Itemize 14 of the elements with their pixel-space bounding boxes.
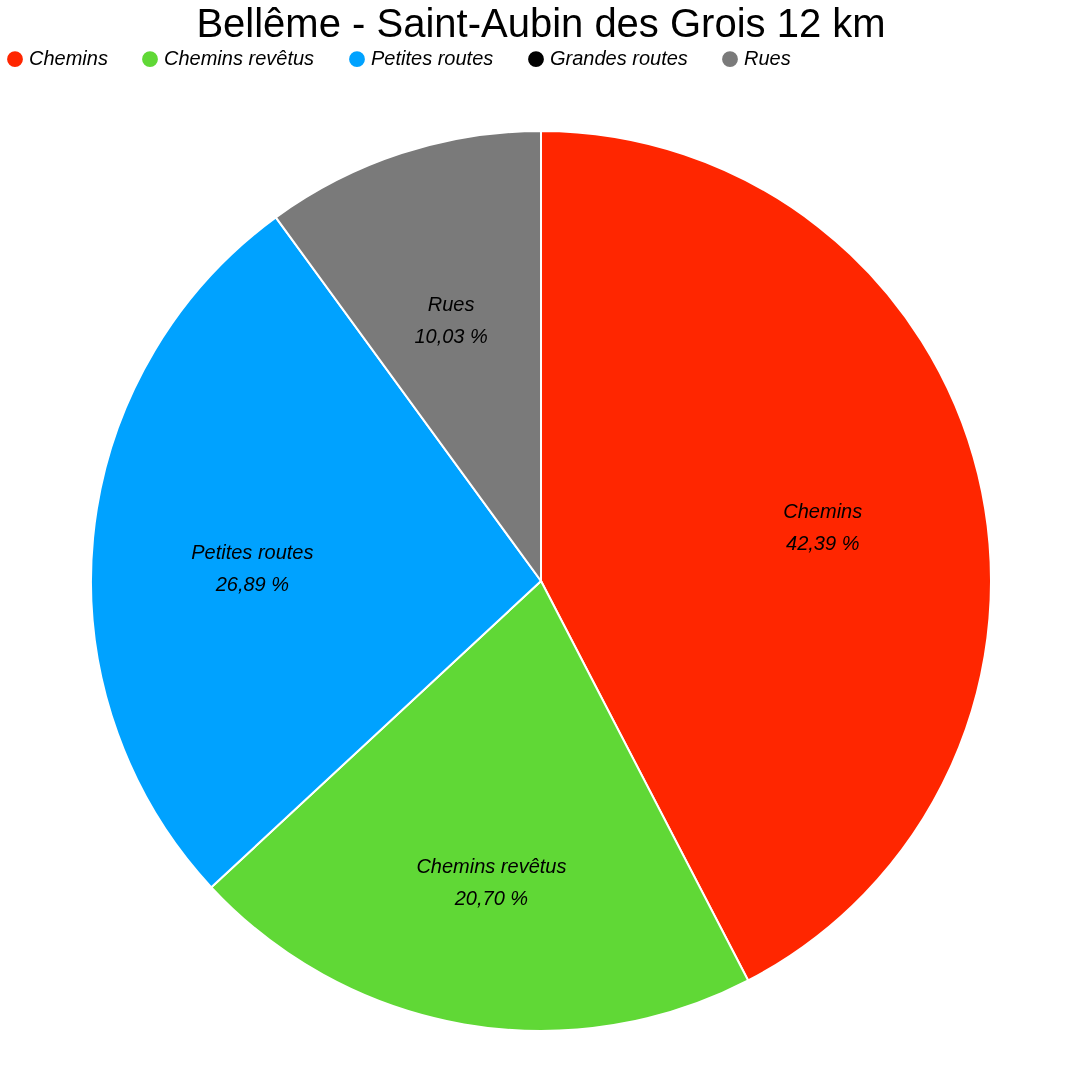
legend-label: Petites routes (371, 47, 494, 70)
data-label: 42,39 % (786, 532, 860, 555)
data-label: 26,89 % (214, 573, 290, 596)
data-label: 10,03 % (414, 325, 488, 348)
legend-label: Rues (744, 47, 791, 70)
slice-label: Petites routes (191, 541, 314, 564)
legend-label: Chemins (29, 47, 108, 70)
slice-label: Chemins revêtus (416, 854, 567, 877)
chart-title: Bellême - Saint-Aubin des Grois 12 km (196, 1, 886, 45)
legend-label: Grandes routes (550, 47, 688, 70)
slice-label: Chemins (783, 500, 863, 523)
data-label: 20,70 % (453, 886, 529, 909)
slice-label: Rues (427, 293, 475, 316)
legend-label: Chemins revêtus (164, 47, 315, 70)
